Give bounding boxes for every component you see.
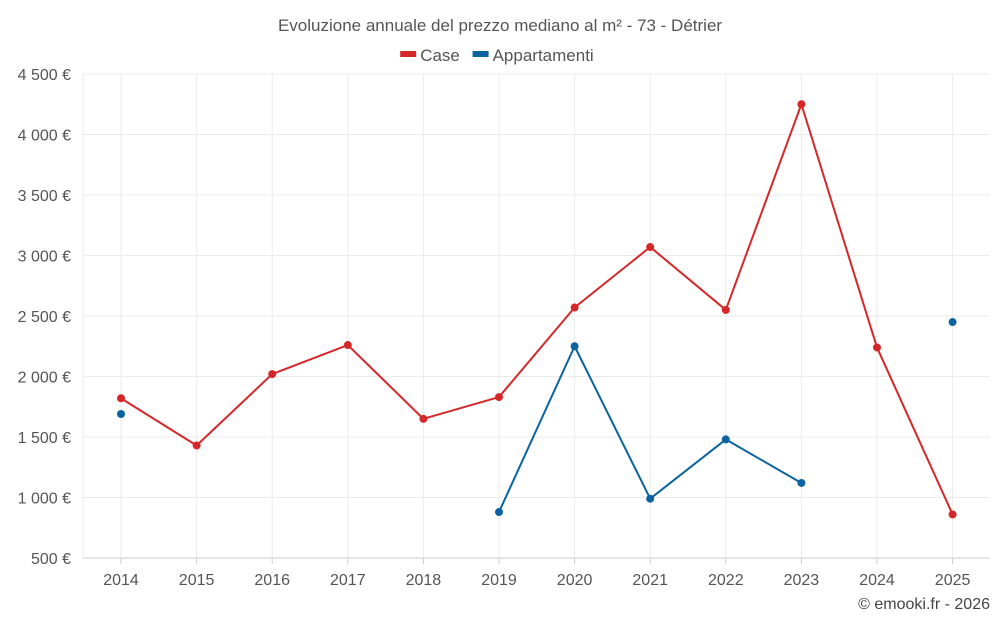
data-point	[646, 494, 655, 503]
x-tick-label: 2023	[784, 572, 820, 589]
legend-label: Appartamenti	[493, 46, 594, 65]
y-axis: 500 € 1 000 € 1 500 € 2 000 € 2 500 € 3 000 €…	[18, 67, 71, 568]
data-point	[721, 305, 730, 314]
x-tick-label: 2020	[557, 572, 593, 589]
x-tick-label: 2024	[859, 572, 895, 589]
x-tick-label: 2022	[708, 572, 744, 589]
y-tick-label: 500 €	[31, 551, 71, 568]
series-line	[120, 103, 954, 515]
grid-lines	[82, 73, 990, 559]
legend: Case Appartamenti	[400, 46, 594, 65]
data-point	[797, 100, 806, 109]
x-tick-label: 2015	[179, 572, 215, 589]
data-point	[343, 341, 352, 350]
x-axis: 2014 2015 2016 2017 2018 2019 2020 2021 2022 2023…	[103, 558, 970, 589]
y-tick-label: 3 500 €	[18, 188, 71, 205]
data-point	[117, 394, 125, 403]
data-point	[873, 343, 881, 352]
data-point	[192, 441, 201, 450]
legend-label: Case	[420, 46, 460, 65]
y-tick-label: 2 000 €	[18, 370, 71, 387]
data-point	[495, 508, 503, 517]
y-tick-label: 1 500 €	[18, 430, 71, 447]
chart-title: Evoluzione annuale del prezzo mediano al…	[278, 16, 722, 35]
data-point	[268, 370, 277, 379]
credit-text: © emooki.fr - 2026	[858, 596, 990, 613]
legend-swatch	[472, 51, 489, 57]
legend-swatch	[400, 51, 417, 57]
data-point	[570, 303, 579, 312]
data-point	[570, 342, 579, 351]
x-tick-label: 2025	[935, 572, 971, 589]
series-appartamenti	[117, 318, 957, 517]
y-tick-label: 4 500 €	[18, 67, 71, 84]
x-tick-label: 2018	[406, 572, 442, 589]
y-tick-label: 2 500 €	[18, 309, 71, 326]
y-tick-label: 1 000 €	[18, 491, 71, 508]
y-tick-label: 4 000 €	[18, 128, 71, 145]
data-point	[948, 318, 957, 327]
series-case	[117, 100, 957, 519]
data-point	[797, 478, 806, 487]
data-point	[419, 414, 428, 423]
y-tick-label: 3 000 €	[18, 249, 71, 266]
data-point	[721, 435, 730, 444]
x-tick-label: 2016	[254, 572, 290, 589]
data-point	[495, 393, 503, 402]
data-point	[948, 510, 957, 519]
series-layer	[117, 100, 957, 519]
data-point	[646, 243, 655, 252]
x-tick-label: 2021	[632, 572, 668, 589]
x-tick-label: 2014	[103, 572, 139, 589]
x-tick-label: 2019	[481, 572, 517, 589]
data-point	[117, 410, 125, 419]
x-tick-label: 2017	[330, 572, 366, 589]
